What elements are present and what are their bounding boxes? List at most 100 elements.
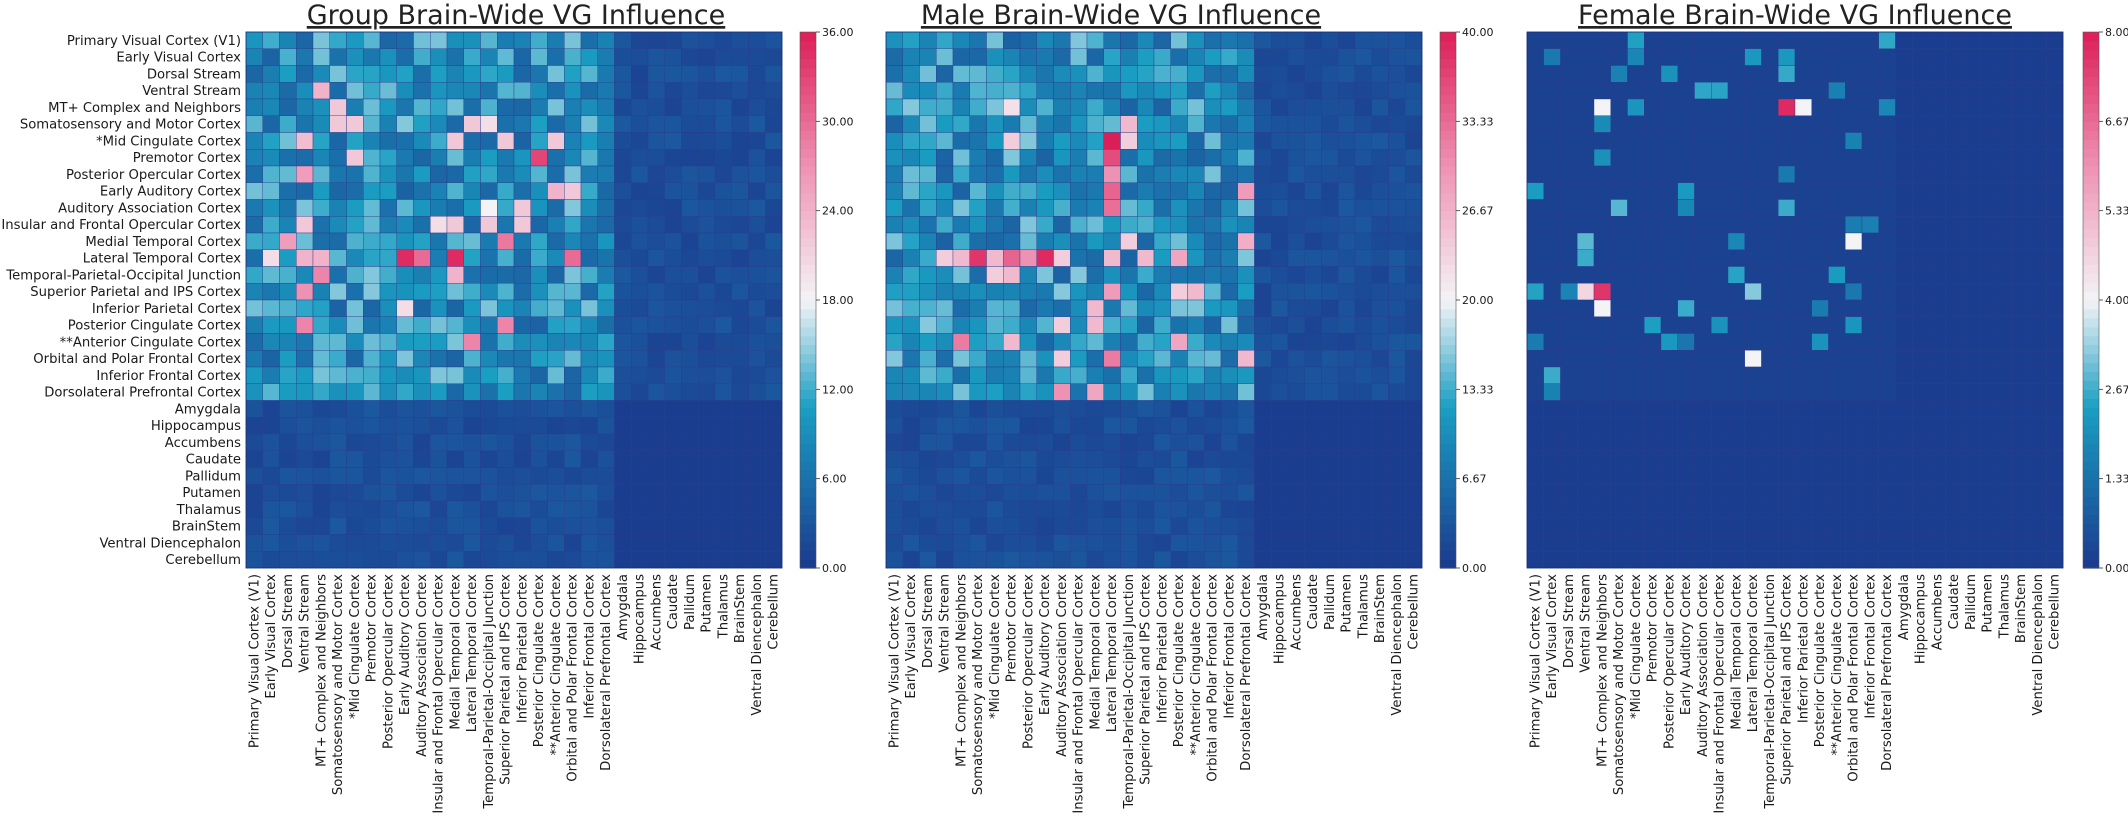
heatmap-cell (1187, 149, 1205, 167)
heatmap-cell (647, 433, 665, 451)
heatmap-cell (647, 366, 665, 384)
heatmap-cell (1945, 149, 1963, 167)
heatmap-cell (986, 115, 1004, 133)
heatmap-cell (647, 350, 665, 368)
heatmap-cell (463, 115, 481, 133)
heatmap-cell (1371, 165, 1389, 183)
heatmap-cell (1677, 316, 1695, 334)
heatmap-cell (969, 182, 987, 200)
heatmap-cell (1778, 534, 1796, 552)
heatmap-cell (1694, 216, 1712, 234)
heatmap-cell (1727, 299, 1745, 317)
heatmap-cell (1304, 484, 1322, 502)
heatmap-cell (1543, 316, 1561, 334)
heatmap-cell (952, 350, 970, 368)
heatmap-cell (731, 249, 749, 267)
heatmap-cell (1354, 283, 1372, 301)
heatmap-cell (1811, 333, 1829, 351)
colorbar-segment (800, 139, 816, 149)
heatmap-cell (1153, 517, 1171, 535)
heatmap-cell (1979, 48, 1997, 66)
heatmap-cell (1828, 232, 1846, 250)
heatmap-cell (1928, 417, 1946, 435)
heatmap-cell (1086, 266, 1104, 284)
heatmap-cell (1170, 417, 1188, 435)
heatmap-cell (936, 216, 954, 234)
heatmap-cell (1321, 216, 1339, 234)
heatmap-cell (1979, 165, 1997, 183)
heatmap-cell (1287, 534, 1305, 552)
heatmap-cell (1070, 98, 1088, 116)
heatmap-cell (346, 299, 364, 317)
heatmap-cell (1103, 433, 1121, 451)
colorbar-segment (800, 532, 816, 542)
heatmap-cell (698, 366, 716, 384)
colorbar-segment (2083, 300, 2099, 310)
heatmap-cell (1744, 534, 1762, 552)
heatmap-cell (1761, 534, 1779, 552)
heatmap-cell (1660, 232, 1678, 250)
heatmap-cell (446, 333, 464, 351)
colorbar-segment (800, 291, 816, 301)
heatmap-cell (1338, 182, 1356, 200)
heatmap-cell (413, 350, 431, 368)
heatmap-cell (564, 517, 582, 535)
heatmap-cell (480, 450, 498, 468)
heatmap-cell (1120, 517, 1138, 535)
heatmap-cell (1677, 182, 1695, 200)
heatmap-cell (1593, 350, 1611, 368)
heatmap-cell (363, 534, 381, 552)
heatmap-cell (1204, 132, 1222, 150)
heatmap-cell (1036, 48, 1054, 66)
heatmap-cell (1744, 249, 1762, 267)
colorbar-segment (1440, 469, 1456, 480)
colorbar-segment (800, 130, 816, 140)
heatmap-cell (1995, 484, 2013, 502)
heatmap-cell (1070, 149, 1088, 167)
heatmap-cell (1321, 31, 1339, 49)
heatmap-cell (765, 82, 783, 100)
heatmap-cell (1036, 199, 1054, 217)
heatmap-cell (885, 366, 903, 384)
heatmap-cell (919, 417, 937, 435)
heatmap-cell (885, 266, 903, 284)
heatmap-cell (1388, 182, 1406, 200)
column-label: Inferior Parietal Cortex (1155, 574, 1170, 723)
heatmap-cell (1895, 98, 1913, 116)
heatmap-cell (530, 48, 548, 66)
heatmap-cell (1103, 149, 1121, 167)
heatmap-cell (1644, 299, 1662, 317)
heatmap-cell (1895, 383, 1913, 401)
heatmap-cell (1610, 232, 1628, 250)
heatmap-cell (1644, 199, 1662, 217)
heatmap-cell (547, 266, 565, 284)
heatmap-cell (647, 299, 665, 317)
heatmap-cell (1204, 551, 1222, 569)
heatmap-cell (885, 517, 903, 535)
heatmap-cell (597, 165, 615, 183)
heatmap-cell (1086, 115, 1104, 133)
heatmap-cell (1103, 48, 1121, 66)
heatmap-cell (1543, 48, 1561, 66)
heatmap-cell (1220, 266, 1238, 284)
heatmap-cell (1610, 182, 1628, 200)
heatmap-cell (1053, 400, 1071, 418)
heatmap-cell (1928, 98, 1946, 116)
heatmap-cell (952, 467, 970, 485)
heatmap-cell (1861, 82, 1879, 100)
heatmap-cell (2046, 115, 2064, 133)
heatmap-cell (1610, 299, 1628, 317)
heatmap-cell (329, 433, 347, 451)
heatmap-cell (1086, 467, 1104, 485)
heatmap-cell (614, 216, 632, 234)
heatmap-cell (262, 132, 280, 150)
heatmap-cell (1644, 249, 1662, 267)
heatmap-cell (480, 534, 498, 552)
heatmap-cell (1845, 467, 1863, 485)
heatmap-cell (1928, 467, 1946, 485)
heatmap-cell (580, 417, 598, 435)
heatmap-cell (513, 333, 531, 351)
heatmap-cell (1577, 31, 1595, 49)
heatmap-cell (1070, 450, 1088, 468)
heatmap-cell (1304, 299, 1322, 317)
